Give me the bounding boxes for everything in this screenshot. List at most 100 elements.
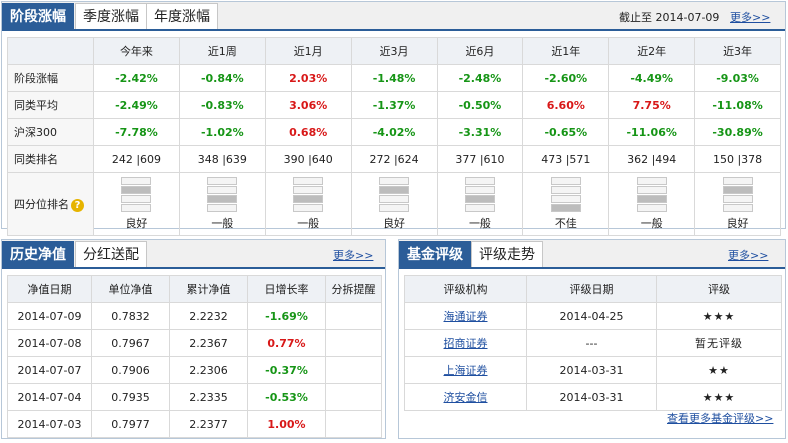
column-header: 净值日期 (7, 275, 92, 303)
quartile-cell: 良好 (93, 172, 180, 236)
table-row: 2014-07-09 0.7832 2.2232 -1.69% (7, 302, 382, 330)
daily-change: -0.53% (247, 383, 326, 411)
unit-nav: 0.7832 (91, 302, 170, 330)
rating-date: 2014-04-25 (526, 302, 657, 330)
rank-value: 272 |624 (350, 145, 438, 173)
quartile-row: 四分位排名? 良好 一般 一般 良好 一般 不佳 一般 良好 (7, 172, 781, 236)
rank-value: 473 |571 (522, 145, 610, 173)
return-value: -1.02% (178, 118, 266, 146)
return-value: 2.03% (264, 64, 352, 92)
rating-agency-link[interactable]: 济安金信 (443, 391, 488, 404)
quartile-bar (379, 204, 410, 212)
quartile-bar (722, 195, 753, 203)
quartile-bar (722, 177, 753, 185)
quartile-bar (464, 186, 495, 194)
tab-period-returns[interactable]: 阶段涨幅 (2, 3, 74, 29)
rank-row: 同类排名 242 |609 348 |639 390 |640 272 |624 377 … (7, 145, 781, 173)
return-value: -30.89% (694, 118, 781, 146)
column-header: 分拆提醒 (325, 275, 382, 303)
tab-annual-returns[interactable]: 年度涨幅 (146, 3, 218, 29)
column-header: 近3月 (350, 37, 438, 65)
column-header: 单位净值 (91, 275, 170, 303)
return-value: -9.03% (694, 64, 781, 92)
tab-rating-trend[interactable]: 评级走势 (471, 241, 543, 267)
rating-agency-cell: 上海证券 (404, 356, 527, 384)
column-header: 累计净值 (169, 275, 248, 303)
header-row: 今年来 近1周 近1月 近3月 近6月 近1年 近2年 近3年 (7, 37, 781, 65)
cumulative-nav: 2.2377 (169, 410, 248, 438)
split-note (325, 410, 382, 438)
quartile-bar (636, 204, 667, 212)
more-ratings-link[interactable]: 查看更多基金评级>> (667, 412, 774, 425)
top-more-link[interactable]: 更多>> (730, 11, 771, 24)
quartile-bar (722, 204, 753, 212)
quartile-text: 一般 (297, 217, 320, 230)
rating-more-link[interactable]: 更多>> (728, 249, 769, 262)
quartile-bar (207, 204, 238, 212)
as-of-date: 截止至 2014-07-09 (619, 11, 720, 24)
unit-nav: 0.7967 (91, 329, 170, 357)
daily-change: 1.00% (247, 410, 326, 438)
table-row: 2014-07-04 0.7935 2.2335 -0.53% (7, 383, 382, 411)
quartile-text: 良好 (383, 217, 406, 230)
unit-nav: 0.7977 (91, 410, 170, 438)
return-value: -2.48% (436, 64, 524, 92)
rating-date: 2014-03-31 (526, 356, 657, 384)
return-value: -0.65% (522, 118, 610, 146)
tab-nav-history[interactable]: 历史净值 (2, 241, 74, 267)
nav-date: 2014-07-07 (7, 356, 92, 384)
row-label: 同类平均 (7, 91, 94, 119)
quartile-bar (293, 195, 324, 203)
help-icon[interactable]: ? (71, 198, 84, 212)
nav-date: 2014-07-08 (7, 329, 92, 357)
column-header: 评级日期 (526, 275, 657, 303)
quartile-text: 不佳 (554, 217, 577, 230)
rating-agency-link[interactable]: 招商证券 (443, 337, 488, 350)
daily-change: -1.69% (247, 302, 326, 330)
table-row: 2014-07-07 0.7906 2.2306 -0.37% (7, 356, 382, 384)
rating-agency-link[interactable]: 上海证券 (443, 364, 488, 377)
tab-dividends[interactable]: 分红送配 (75, 241, 147, 267)
quartile-indicator (636, 177, 667, 213)
rating-tabbar: 基金评级 评级走势 更多>> (399, 240, 785, 269)
quartile-bar (550, 186, 581, 194)
quartile-text: 一般 (640, 217, 663, 230)
period-returns-table: 今年来 近1周 近1月 近3月 近6月 近1年 近2年 近3年 阶段涨幅 -2.42% -0.84%… (7, 37, 781, 236)
column-header: 今年来 (93, 37, 180, 65)
quartile-bar (121, 195, 152, 203)
column-header: 近1周 (178, 37, 266, 65)
cumulative-nav: 2.2232 (169, 302, 248, 330)
table-row: 2014-07-03 0.7977 2.2377 1.00% (7, 410, 382, 438)
return-value: -0.50% (436, 91, 524, 119)
rating-value: 暂无评级 (656, 329, 782, 357)
return-value: -7.78% (93, 118, 180, 146)
quartile-bar (636, 177, 667, 185)
corner-cell (7, 37, 94, 65)
quartile-bar (293, 186, 324, 194)
tab-fund-rating[interactable]: 基金评级 (399, 241, 471, 267)
return-value: -4.02% (350, 118, 438, 146)
table-row: 招商证券 --- 暂无评级 (404, 329, 782, 357)
return-value: -11.08% (694, 91, 781, 119)
history-more-link[interactable]: 更多>> (333, 249, 374, 262)
return-value: -4.49% (608, 64, 696, 92)
rating-agency-cell: 招商证券 (404, 329, 527, 357)
quartile-bar (379, 195, 410, 203)
row-label: 四分位排名? (7, 172, 94, 236)
return-value: 0.68% (264, 118, 352, 146)
tab-quarterly-returns[interactable]: 季度涨幅 (75, 3, 147, 29)
rating-agency-cell: 济安金信 (404, 383, 527, 411)
quartile-bar (207, 177, 238, 185)
top-tabbar: 阶段涨幅 季度涨幅 年度涨幅 截止至 2014-07-09 更多>> (2, 2, 785, 31)
rank-value: 242 |609 (93, 145, 180, 173)
nav-date: 2014-07-03 (7, 410, 92, 438)
column-header: 日增长率 (247, 275, 326, 303)
rating-agency-link[interactable]: 海通证券 (443, 310, 488, 323)
row-label: 沪深300 (7, 118, 94, 146)
table-row: 济安金信 2014-03-31 ★★★ (404, 383, 782, 411)
period-returns-panel: 阶段涨幅 季度涨幅 年度涨幅 截止至 2014-07-09 更多>> 今年来 近1… (1, 1, 786, 236)
quartile-cell: 良好 (694, 172, 781, 236)
history-tabbar: 历史净值 分红送配 更多>> (2, 240, 385, 269)
returns-row: 同类平均 -2.49% -0.83% 3.06% -1.37% -0.50% 6.60% 7.… (7, 91, 781, 119)
history-header-row: 净值日期 单位净值 累计净值 日增长率 分拆提醒 (7, 275, 382, 303)
